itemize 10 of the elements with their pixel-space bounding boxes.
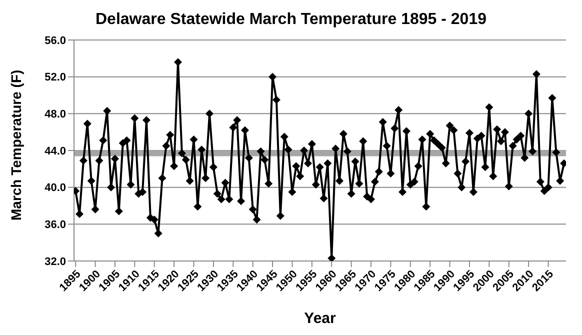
y-tick-label: 56.0 [44, 34, 66, 47]
x-axis-title: Year [304, 310, 336, 327]
y-tick-label: 48.0 [44, 108, 66, 121]
y-axis-title: March Temperature (F) [8, 70, 24, 220]
y-tick-label: 32.0 [44, 256, 66, 268]
chart-title: Delaware Statewide March Temperature 1895 - 2019 [94, 10, 488, 30]
y-tick-label: 36.0 [44, 219, 66, 232]
y-tick-label: 44.0 [44, 145, 66, 158]
y-tick-label: 40.0 [44, 182, 66, 194]
y-tick-label: 52.0 [44, 72, 66, 84]
